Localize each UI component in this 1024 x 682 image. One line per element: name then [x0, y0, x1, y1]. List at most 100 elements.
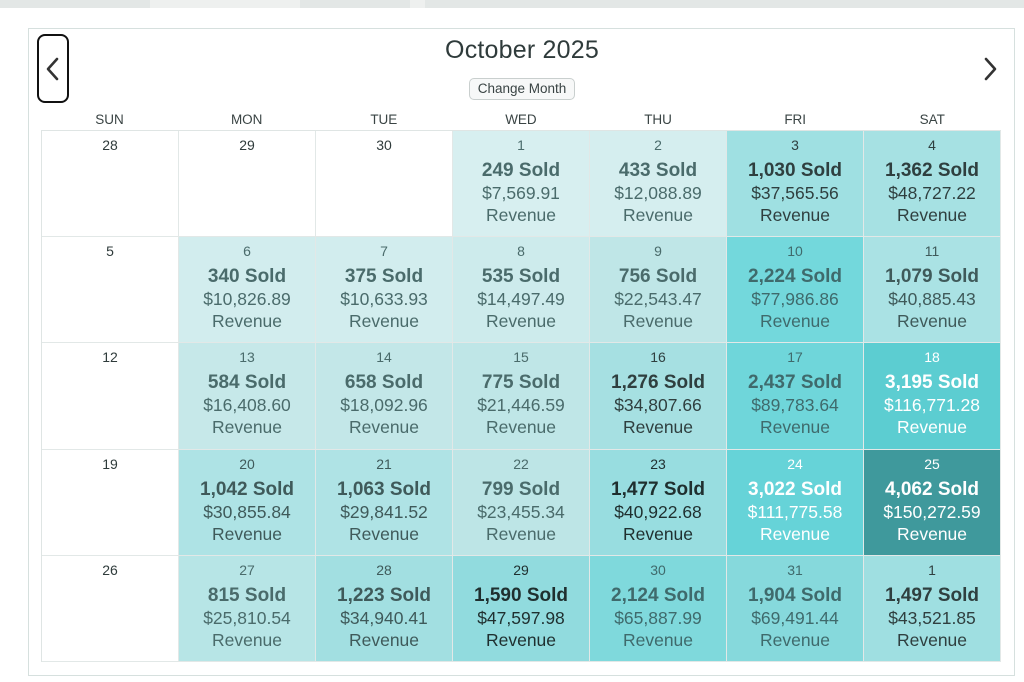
weekday-label: FRI	[784, 112, 807, 127]
revenue-label: Revenue	[759, 417, 831, 438]
calendar-day-cell[interactable]: 14 658 Sold $18,092.96 Revenue	[316, 343, 453, 450]
sold-count: 2,437 Sold	[748, 372, 842, 394]
revenue-amount: $29,841.52	[340, 501, 428, 522]
day-number: 30	[650, 561, 666, 578]
revenue-label: Revenue	[485, 205, 557, 225]
revenue-label: Revenue	[896, 629, 968, 650]
sold-count: 1,477 Sold	[611, 478, 705, 500]
top-tab-strip	[0, 0, 1024, 8]
revenue-amount: $30,855.84	[203, 501, 291, 522]
calendar-day-cell[interactable]: 10 2,224 Sold $77,986.86 Revenue	[727, 237, 864, 344]
calendar-day-cell[interactable]: 19	[42, 449, 179, 556]
calendar-day-cell[interactable]: 11 1,079 Sold $40,885.43 Revenue	[864, 237, 1001, 344]
next-month-button[interactable]	[976, 52, 1004, 86]
calendar-day-cell[interactable]: 30	[316, 131, 453, 238]
revenue-label: Revenue	[759, 523, 831, 544]
revenue-label: Revenue	[348, 417, 420, 438]
sold-count: 375 Sold	[344, 266, 424, 288]
sold-count: 535 Sold	[481, 266, 561, 288]
revenue-label: Revenue	[485, 417, 557, 438]
day-number: 23	[650, 455, 666, 472]
revenue-label: Revenue	[211, 417, 283, 438]
sold-count: 1,223 Sold	[337, 584, 431, 606]
revenue-label: Revenue	[485, 629, 557, 650]
calendar-day-cell[interactable]: 28	[42, 131, 179, 238]
calendar-day-cell[interactable]: 17 2,437 Sold $89,783.64 Revenue	[727, 343, 864, 450]
calendar-day-cell[interactable]: 15 775 Sold $21,446.59 Revenue	[453, 343, 590, 450]
revenue-amount: $47,597.98	[477, 607, 565, 628]
calendar-day-cell[interactable]: 28 1,223 Sold $34,940.41 Revenue	[316, 555, 453, 662]
weekday-label: TUE	[370, 112, 398, 127]
calendar-day-cell[interactable]: 22 799 Sold $23,455.34 Revenue	[453, 449, 590, 556]
revenue-label: Revenue	[622, 523, 694, 544]
calendar-day-cell[interactable]: 25 4,062 Sold $150,272.59 Revenue	[864, 449, 1001, 556]
calendar-day-cell[interactable]: 20 1,042 Sold $30,855.84 Revenue	[179, 449, 316, 556]
sold-count: 2,124 Sold	[611, 584, 705, 606]
day-number: 31	[787, 561, 803, 578]
day-number: 19	[102, 455, 118, 472]
calendar-day-cell[interactable]: 27 815 Sold $25,810.54 Revenue	[179, 555, 316, 662]
day-number: 12	[102, 349, 118, 366]
calendar-day-cell[interactable]: 30 2,124 Sold $65,887.99 Revenue	[590, 555, 727, 662]
calendar-day-cell[interactable]: 1 249 Sold $7,569.91 Revenue	[453, 131, 590, 238]
sold-count: 1,904 Sold	[748, 584, 842, 606]
revenue-amount: $7,569.91	[482, 183, 560, 203]
calendar-day-cell[interactable]: 13 584 Sold $16,408.60 Revenue	[179, 343, 316, 450]
calendar-day-cell[interactable]: 6 340 Sold $10,826.89 Revenue	[179, 237, 316, 344]
revenue-amount: $14,497.49	[477, 289, 565, 310]
previous-month-button[interactable]	[37, 34, 69, 103]
calendar-day-cell[interactable]: 5	[42, 237, 179, 344]
change-month-button[interactable]: Change Month	[469, 78, 575, 100]
day-number: 21	[376, 455, 392, 472]
calendar-day-cell[interactable]: 16 1,276 Sold $34,807.66 Revenue	[590, 343, 727, 450]
sold-count: 1,030 Sold	[748, 160, 842, 181]
day-number: 28	[102, 137, 118, 153]
weekday-label: MON	[230, 112, 263, 127]
sold-count: 775 Sold	[481, 372, 561, 394]
calendar-day-cell[interactable]: 8 535 Sold $14,497.49 Revenue	[453, 237, 590, 344]
revenue-label: Revenue	[622, 311, 694, 332]
calendar-day-cell[interactable]: 7 375 Sold $10,633.93 Revenue	[316, 237, 453, 344]
calendar-day-cell[interactable]: 4 1,362 Sold $48,727.22 Revenue	[864, 131, 1001, 238]
calendar-day-cell[interactable]: 18 3,195 Sold $116,771.28 Revenue	[864, 343, 1001, 450]
calendar-day-cell[interactable]: 21 1,063 Sold $29,841.52 Revenue	[316, 449, 453, 556]
revenue-label: Revenue	[896, 205, 968, 225]
day-number: 8	[517, 243, 525, 260]
revenue-label: Revenue	[211, 311, 283, 332]
revenue-label: Revenue	[759, 205, 831, 225]
revenue-amount: $111,775.58	[747, 501, 843, 522]
calendar-day-cell[interactable]: 26	[42, 555, 179, 662]
calendar-day-cell[interactable]: 29 1,590 Sold $47,597.98 Revenue	[453, 555, 590, 662]
day-number: 29	[239, 137, 255, 153]
calendar-day-cell[interactable]: 9 756 Sold $22,543.47 Revenue	[590, 237, 727, 344]
calendar-day-cell[interactable]: 1 1,497 Sold $43,521.85 Revenue	[864, 555, 1001, 662]
calendar-day-cell[interactable]: 12	[42, 343, 179, 450]
calendar-day-cell[interactable]: 3 1,030 Sold $37,565.56 Revenue	[727, 131, 864, 238]
sold-count: 1,590 Sold	[474, 584, 568, 606]
revenue-amount: $40,885.43	[888, 289, 976, 310]
top-tab-segment	[300, 0, 410, 8]
day-number: 25	[924, 455, 940, 472]
day-number: 27	[239, 561, 255, 578]
revenue-label: Revenue	[211, 629, 283, 650]
day-number: 6	[243, 243, 251, 260]
day-number: 26	[102, 561, 118, 578]
sold-count: 3,195 Sold	[885, 372, 979, 394]
calendar-day-cell[interactable]: 23 1,477 Sold $40,922.68 Revenue	[590, 449, 727, 556]
calendar-day-cell[interactable]: 31 1,904 Sold $69,491.44 Revenue	[727, 555, 864, 662]
calendar-day-cell[interactable]: 29	[179, 131, 316, 238]
sold-count: 249 Sold	[481, 160, 561, 181]
revenue-amount: $10,633.93	[340, 289, 428, 310]
revenue-amount: $10,826.89	[203, 289, 291, 310]
day-number: 18	[924, 349, 940, 366]
revenue-amount: $150,272.59	[883, 501, 981, 522]
day-number: 15	[513, 349, 529, 366]
revenue-amount: $89,783.64	[751, 395, 839, 416]
calendar-day-cell[interactable]: 24 3,022 Sold $111,775.58 Revenue	[727, 449, 864, 556]
sold-count: 584 Sold	[207, 372, 287, 394]
revenue-label: Revenue	[348, 523, 420, 544]
sold-count: 1,362 Sold	[885, 160, 979, 181]
day-number: 20	[239, 455, 255, 472]
calendar-day-cell[interactable]: 2 433 Sold $12,088.89 Revenue	[590, 131, 727, 238]
revenue-amount: $116,771.28	[883, 395, 981, 416]
